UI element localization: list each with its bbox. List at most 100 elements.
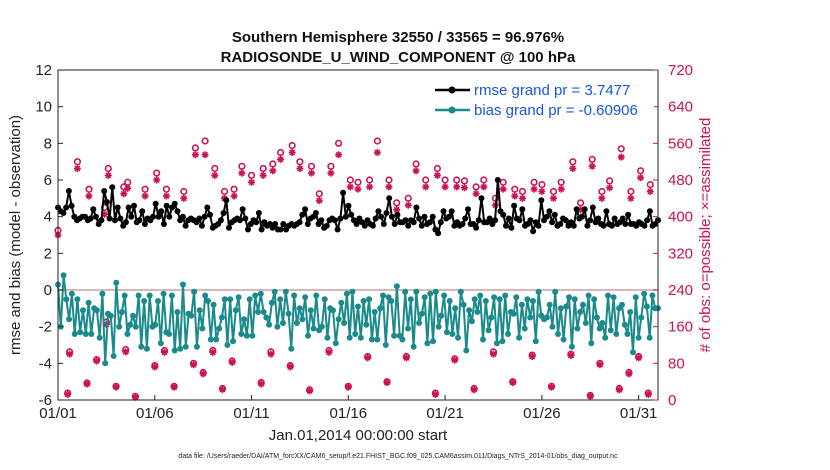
bias-point — [574, 325, 581, 332]
bias-point — [452, 305, 459, 312]
obs-assimilated-point — [238, 169, 246, 177]
rmse-point — [380, 221, 387, 227]
obs-assimilated-point — [286, 363, 294, 371]
bias-point — [446, 298, 453, 304]
obs-possible-point — [422, 176, 430, 184]
legend-box — [432, 80, 654, 120]
bias-point — [641, 290, 648, 297]
rmse-point — [302, 206, 309, 213]
bias-point — [274, 323, 281, 330]
bias-point — [177, 345, 184, 352]
obs-assimilated-point — [269, 167, 277, 175]
obs-possible-point — [557, 178, 565, 186]
bias-point — [530, 298, 536, 304]
rmse-point — [160, 221, 167, 227]
rmse-point — [625, 211, 632, 218]
obs-assimilated-point — [335, 151, 343, 159]
obs-assimilated-point — [596, 361, 604, 369]
obs-possible-point — [499, 178, 507, 186]
obs-possible-point — [296, 158, 304, 166]
rmse-point — [60, 210, 67, 216]
rmse-point — [459, 221, 466, 227]
rmse-point — [421, 213, 428, 220]
bias-point — [546, 301, 553, 308]
x-tick-label: 01/01 — [39, 405, 77, 422]
obs-assimilated-point — [364, 354, 372, 362]
obs-assimilated-point — [460, 184, 468, 192]
rmse-series — [55, 177, 661, 237]
obs-possible-point — [104, 164, 112, 173]
rmse-point — [413, 204, 420, 211]
bias-point — [68, 290, 75, 297]
bias-point — [291, 292, 298, 299]
bias-point — [255, 309, 261, 315]
obs-assimilated-point — [431, 391, 439, 398]
bias-point — [577, 309, 584, 315]
rmse-point — [128, 213, 135, 220]
obs-assimilated-point — [141, 192, 149, 200]
rmse-point — [505, 215, 512, 222]
bias-point — [457, 288, 464, 295]
bias-point — [455, 334, 461, 341]
x-axis-label: Jan.01,2014 00:00:00 start — [269, 427, 448, 444]
left-tick-label: 0 — [44, 282, 52, 299]
bias-point — [477, 292, 484, 299]
bias-point — [505, 331, 511, 337]
obs-possible-point — [346, 176, 354, 184]
obs-assimilated-point — [211, 171, 219, 179]
rmse-point — [277, 226, 284, 233]
obs-possible-point — [73, 158, 81, 166]
rmse-point — [152, 200, 159, 207]
bias-point — [607, 327, 614, 334]
obs-possible-point — [162, 185, 170, 193]
bias-point — [232, 307, 239, 314]
bias-point — [449, 331, 456, 337]
bias-point — [313, 292, 320, 299]
bias-point — [174, 309, 181, 315]
bias-point — [438, 312, 445, 319]
bias-point — [341, 320, 348, 326]
right-tick-label: 480 — [668, 172, 693, 189]
bias-point — [566, 294, 573, 301]
obs-possible-point — [85, 185, 93, 193]
obs-assimilated-point — [606, 184, 614, 192]
bias-point — [416, 320, 423, 326]
obs-assimilated-point — [153, 176, 161, 184]
bias-point — [113, 279, 120, 286]
rmse-point — [334, 226, 341, 233]
rmse-point — [608, 222, 615, 229]
rmse-point — [236, 217, 243, 224]
bias-point — [405, 325, 411, 332]
rmse-point — [429, 213, 436, 220]
bias-point — [468, 318, 475, 325]
rmse-point — [323, 222, 330, 229]
rmse-point — [155, 213, 162, 220]
y-axis-left-label: rmse and bias (model - observation) — [7, 115, 24, 355]
rmse-point — [519, 206, 526, 213]
obs-possible-point — [617, 145, 625, 153]
rmse-point — [546, 208, 553, 215]
rmse-point — [166, 213, 173, 220]
bias-point — [296, 305, 303, 312]
bias-point — [268, 299, 275, 306]
obs-assimilated-point — [170, 383, 178, 391]
obs-assimilated-point — [557, 185, 565, 193]
bias-point — [513, 294, 520, 301]
bias-point — [216, 325, 223, 332]
obs-assimilated-point — [637, 174, 645, 182]
rmse-point — [163, 202, 170, 209]
rmse-point — [63, 204, 70, 211]
bias-point — [480, 336, 486, 343]
obs-assimilated-point — [64, 391, 72, 398]
bias-point — [335, 316, 342, 323]
obs-possible-point — [238, 162, 246, 170]
bias-point — [618, 301, 625, 308]
right-tick-label: 0 — [668, 392, 676, 409]
rmse-point — [383, 210, 390, 216]
bias-point — [371, 309, 378, 315]
bias-point — [360, 298, 367, 304]
obs-possible-point — [247, 171, 256, 179]
bias-point — [460, 301, 467, 308]
right-tick-label: 400 — [668, 209, 693, 226]
